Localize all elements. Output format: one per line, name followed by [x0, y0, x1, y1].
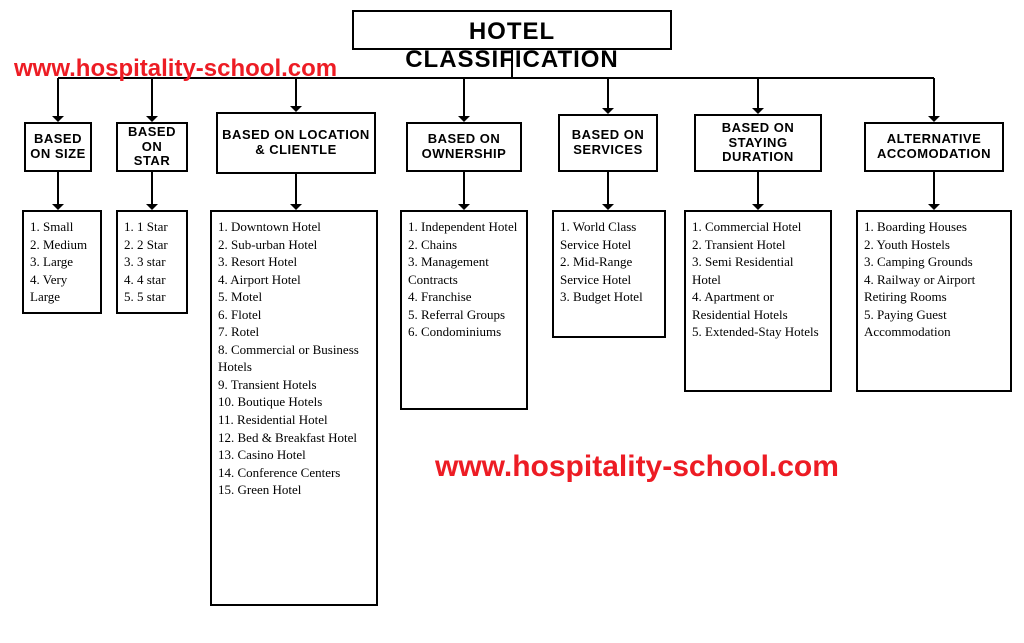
list-item: 3. Camping Grounds: [864, 253, 1004, 271]
list-item: 5. Referral Groups: [408, 306, 520, 324]
watermark-text: www.hospitality-school.com: [14, 55, 337, 83]
list-item: 2. 2 Star: [124, 236, 180, 254]
list-item: 1. 1 Star: [124, 218, 180, 236]
diagram-title: HOTEL CLASSIFICATION: [352, 10, 672, 50]
list-item: 2. Chains: [408, 236, 520, 254]
list-item: 1. World Class Service Hotel: [560, 218, 658, 253]
watermark-text: www.hospitality-school.com: [435, 450, 839, 484]
items-size: 1. Small2. Medium3. Large4. Very Large: [22, 210, 102, 314]
category-services: BASED ON SERVICES: [558, 114, 658, 172]
list-item: 3. 3 star: [124, 253, 180, 271]
list-item: 3. Large: [30, 253, 94, 271]
list-item: 4. Airport Hotel: [218, 271, 370, 289]
items-alternative: 1. Boarding Houses2. Youth Hostels3. Cam…: [856, 210, 1012, 392]
list-item: 4. 4 star: [124, 271, 180, 289]
items-location: 1. Downtown Hotel2. Sub-urban Hotel3. Re…: [210, 210, 378, 606]
list-item: 6. Condominiums: [408, 323, 520, 341]
list-item: 2. Sub-urban Hotel: [218, 236, 370, 254]
list-item: 3. Semi Residential Hotel: [692, 253, 824, 288]
category-duration: BASED ON STAYING DURATION: [694, 114, 822, 172]
list-item: 6. Flotel: [218, 306, 370, 324]
list-item: 1. Independent Hotel: [408, 218, 520, 236]
items-duration: 1. Commercial Hotel2. Transient Hotel3. …: [684, 210, 832, 392]
list-item: 12. Bed & Breakfast Hotel: [218, 429, 370, 447]
list-item: 7. Rotel: [218, 323, 370, 341]
list-item: 1. Commercial Hotel: [692, 218, 824, 236]
list-item: 13. Casino Hotel: [218, 446, 370, 464]
items-services: 1. World Class Service Hotel2. Mid-Range…: [552, 210, 666, 338]
list-item: 3. Resort Hotel: [218, 253, 370, 271]
list-item: 5. Extended-Stay Hotels: [692, 323, 824, 341]
list-item: 3. Management Contracts: [408, 253, 520, 288]
list-item: 11. Residential Hotel: [218, 411, 370, 429]
list-item: 2. Medium: [30, 236, 94, 254]
list-item: 5. 5 star: [124, 288, 180, 306]
list-item: 3. Budget Hotel: [560, 288, 658, 306]
list-item: 4. Very Large: [30, 271, 94, 306]
list-item: 8. Commercial or Business Hotels: [218, 341, 370, 376]
list-item: 1. Small: [30, 218, 94, 236]
list-item: 14. Conference Centers: [218, 464, 370, 482]
list-item: 1. Downtown Hotel: [218, 218, 370, 236]
list-item: 5. Paying Guest Accommodation: [864, 306, 1004, 341]
list-item: 2. Youth Hostels: [864, 236, 1004, 254]
category-alternative: ALTERNATIVE ACCOMODATION: [864, 122, 1004, 172]
category-location: BASED ON LOCATION & CLIENTLE: [216, 112, 376, 174]
list-item: 2. Mid-Range Service Hotel: [560, 253, 658, 288]
list-item: 10. Boutique Hotels: [218, 393, 370, 411]
list-item: 15. Green Hotel: [218, 481, 370, 499]
category-size: BASED ON SIZE: [24, 122, 92, 172]
category-star: BASED ON STAR: [116, 122, 188, 172]
items-star: 1. 1 Star2. 2 Star3. 3 star4. 4 star5. 5…: [116, 210, 188, 314]
list-item: 4. Railway or Airport Retiring Rooms: [864, 271, 1004, 306]
list-item: 4. Franchise: [408, 288, 520, 306]
list-item: 2. Transient Hotel: [692, 236, 824, 254]
category-ownership: BASED ON OWNERSHIP: [406, 122, 522, 172]
list-item: 9. Transient Hotels: [218, 376, 370, 394]
list-item: 5. Motel: [218, 288, 370, 306]
list-item: 1. Boarding Houses: [864, 218, 1004, 236]
list-item: 4. Apartment or Residential Hotels: [692, 288, 824, 323]
items-ownership: 1. Independent Hotel2. Chains3. Manageme…: [400, 210, 528, 410]
